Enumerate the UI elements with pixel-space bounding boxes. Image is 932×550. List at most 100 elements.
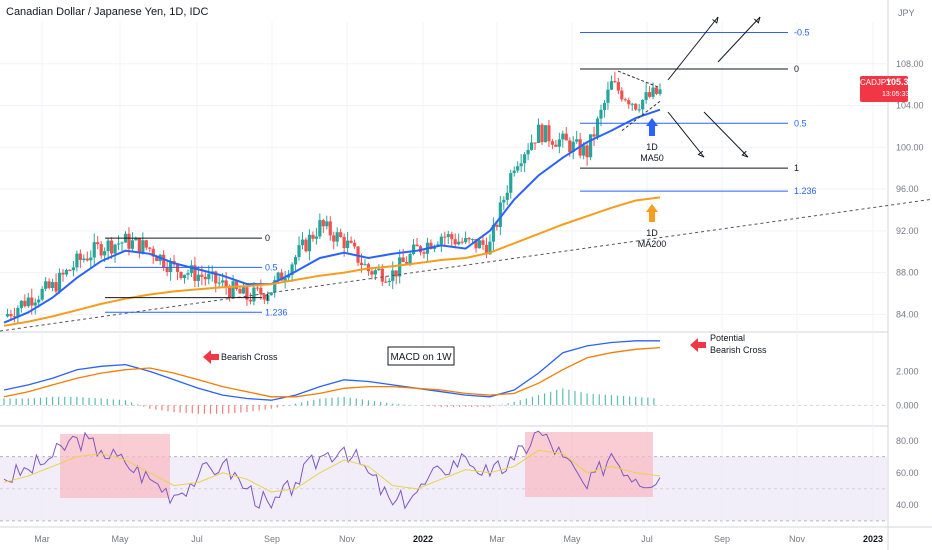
candle-body <box>238 288 242 294</box>
candle-body <box>64 270 69 275</box>
candle-body <box>550 141 555 145</box>
candle-body <box>241 287 246 294</box>
candle-body <box>582 145 586 156</box>
projection-arrow-down-head <box>697 150 705 158</box>
fib-level-label: 1 <box>265 293 270 303</box>
series-lines <box>3 108 661 510</box>
candle-body <box>245 287 249 300</box>
candle-body <box>575 139 579 142</box>
candle-body <box>595 118 600 137</box>
candle-body <box>498 202 502 227</box>
candle-body <box>318 220 322 237</box>
candle-body <box>207 273 211 280</box>
candle-body <box>165 267 169 272</box>
candle-body <box>467 238 471 240</box>
projection-arrow-down-head <box>741 150 749 158</box>
candle-body <box>491 224 495 242</box>
candle-body <box>630 103 634 105</box>
candle-body <box>356 246 360 263</box>
candle-body <box>134 238 138 241</box>
candle-body <box>30 297 34 306</box>
candle-body <box>231 281 235 298</box>
macd-tick-label: 2.000 <box>896 366 919 376</box>
ma50-label-line1: 1D <box>646 142 658 152</box>
time-tick-label: Mar <box>34 534 50 544</box>
candle-body <box>627 100 631 105</box>
ma50-line <box>3 108 661 324</box>
time-tick-label: Sep <box>714 534 730 544</box>
candle-body <box>495 224 499 227</box>
ma200-label-line1: 1D <box>646 228 658 238</box>
candle-body <box>89 257 93 261</box>
candle-body <box>568 140 572 153</box>
rsi-highlight-box <box>60 434 170 498</box>
candle-body <box>40 288 44 300</box>
candle-body <box>606 89 610 103</box>
candle-body <box>54 282 58 292</box>
candle-body <box>290 264 294 276</box>
candle-body <box>512 170 516 174</box>
candle-body <box>144 240 148 248</box>
candle-body <box>436 244 440 246</box>
candle-body <box>304 239 308 252</box>
candle-body <box>408 254 412 264</box>
candle-body <box>387 280 391 283</box>
candle-body <box>543 125 548 143</box>
candle-body <box>75 253 79 268</box>
projection-arrow-down <box>703 111 749 158</box>
rsi-line <box>3 430 661 510</box>
candle-body <box>616 81 620 91</box>
candle-body <box>658 89 662 94</box>
candle-body <box>50 282 55 288</box>
potential-bearish-cross-arrow <box>690 338 706 352</box>
candle-body <box>446 234 450 237</box>
candle-body <box>12 316 17 318</box>
fib-level-label: 1.236 <box>265 307 288 317</box>
candle-body <box>536 124 541 143</box>
candle-body <box>182 274 187 279</box>
candle-body <box>262 294 266 300</box>
candle-body <box>186 273 190 275</box>
fib-level-label: 0 <box>265 233 270 243</box>
candle-body <box>339 232 343 237</box>
candle-body <box>169 261 173 272</box>
projection-arrow-up-head <box>754 16 761 24</box>
candle-body <box>557 139 561 147</box>
candle-body <box>280 272 284 281</box>
candle-body <box>82 258 86 260</box>
candle-body <box>273 280 277 293</box>
candle-body <box>526 149 530 155</box>
ma200-up-arrow <box>646 204 658 222</box>
candle-body <box>47 281 51 288</box>
candle-body <box>554 144 558 147</box>
candle-body <box>481 240 485 245</box>
fib-level-label: 1 <box>794 163 799 173</box>
candle-body <box>259 287 263 295</box>
price-badge-symbol: CADJPY <box>860 78 892 87</box>
fib-level-label: 0 <box>794 64 799 74</box>
candle-body <box>547 125 551 142</box>
chart-title: Canadian Dollar / Japanese Yen, 1D, IDC <box>6 6 209 18</box>
time-axis: Mar May Jul Sep Nov 2022 Mar May Jul Sep Nov 2023 <box>34 534 883 544</box>
candle-body <box>71 267 76 271</box>
candle-body <box>453 239 457 245</box>
candle-body <box>269 292 273 296</box>
candle-body <box>106 240 110 252</box>
candle-body <box>644 92 648 100</box>
price-axis: 84.00 88.00 92.00 96.00 100.00 104.00 108.00 JP… <box>896 8 924 510</box>
candle-body <box>571 141 575 153</box>
candle-body <box>561 133 565 140</box>
projection-arrow-down <box>667 111 705 158</box>
candle-body <box>314 236 318 239</box>
candle-body <box>68 270 72 272</box>
candle-body <box>113 244 117 254</box>
candle-body <box>342 236 346 248</box>
candle-body <box>384 281 388 283</box>
candle-body <box>248 299 253 302</box>
candle-body <box>457 241 461 245</box>
candle-body <box>460 241 464 243</box>
candle-body <box>654 87 659 94</box>
candle-body <box>224 280 228 288</box>
time-tick-label: 2022 <box>413 534 433 544</box>
